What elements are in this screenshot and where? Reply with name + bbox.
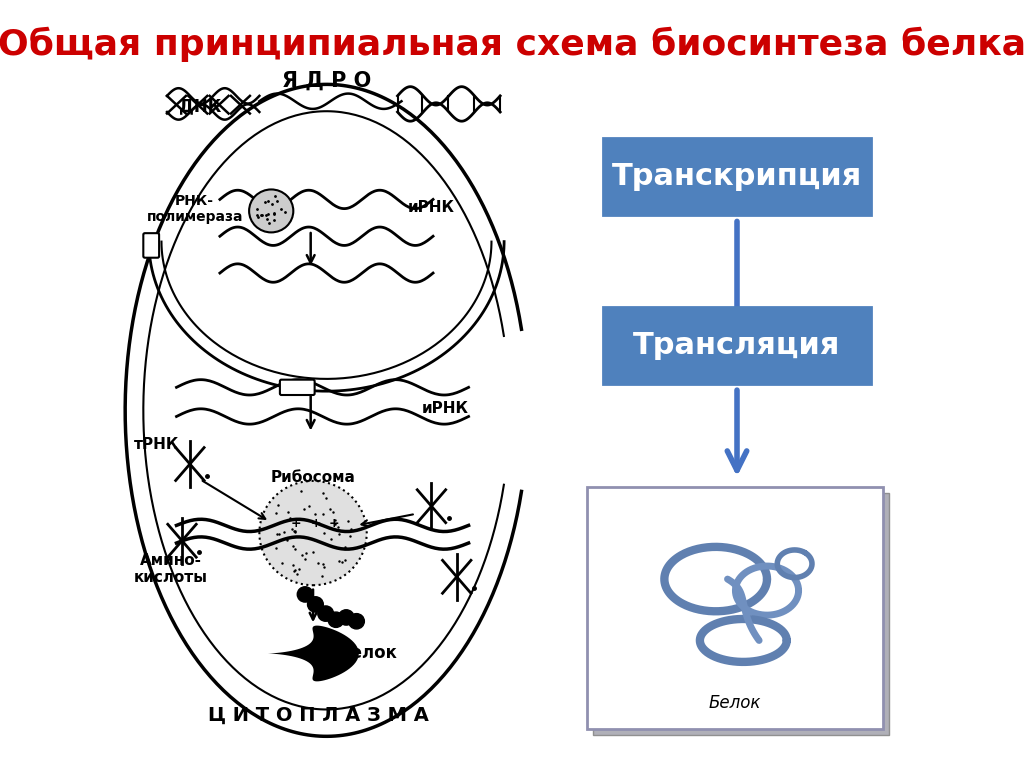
Text: Белок: Белок [339,644,397,663]
FancyBboxPatch shape [603,307,871,384]
Circle shape [259,481,367,585]
Text: ДНК: ДНК [179,97,221,115]
Text: Амино-
кислоты: Амино- кислоты [134,553,208,585]
Polygon shape [267,626,358,681]
Text: Транскрипция: Транскрипция [612,162,862,191]
Text: +: + [329,518,339,530]
Text: +: + [291,518,301,530]
Text: РНК-
полимераза: РНК- полимераза [146,193,243,224]
Text: Общая принципиальная схема биосинтеза белка: Общая принципиальная схема биосинтеза бе… [0,27,1024,62]
Circle shape [297,587,313,602]
Text: +: + [311,518,322,530]
Text: Трансляция: Трансляция [633,331,841,360]
Text: тРНК: тРНК [134,437,179,453]
Text: Белок: Белок [709,694,761,712]
Circle shape [249,189,293,232]
Text: иРНК: иРНК [408,199,455,215]
FancyBboxPatch shape [143,233,159,258]
FancyBboxPatch shape [280,380,314,395]
FancyBboxPatch shape [587,487,883,729]
Text: Рибосома: Рибосома [270,470,355,486]
Text: иРНК: иРНК [422,400,468,416]
Circle shape [348,614,365,629]
Text: Я Д Р О: Я Д Р О [282,71,371,91]
Circle shape [328,612,344,627]
FancyBboxPatch shape [593,493,890,735]
Circle shape [307,597,324,612]
Text: Ц И Т О П Л А З М А: Ц И Т О П Л А З М А [208,706,429,724]
Circle shape [317,606,334,621]
FancyBboxPatch shape [603,138,871,215]
Circle shape [338,610,354,625]
